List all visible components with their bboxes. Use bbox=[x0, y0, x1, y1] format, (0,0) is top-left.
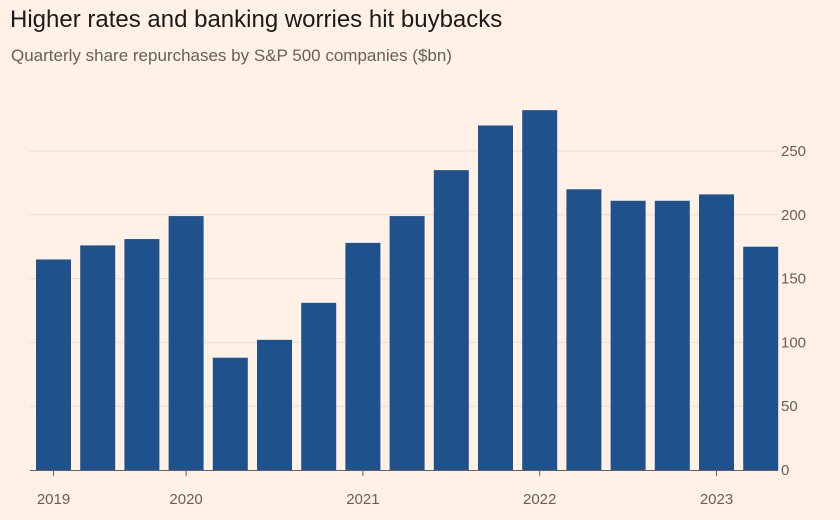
bar bbox=[654, 200, 690, 470]
x-tick-label: 2021 bbox=[346, 491, 379, 508]
y-tick-label: 200 bbox=[781, 207, 806, 224]
bar bbox=[522, 110, 558, 470]
x-tick-label: 2023 bbox=[700, 491, 733, 508]
bar bbox=[257, 339, 292, 470]
x-tick-label: 2019 bbox=[37, 491, 70, 508]
axes: 0 50 100 150 200 250 2019 2020 2021 2022 2023 bbox=[30, 143, 806, 508]
x-tick-label: 2020 bbox=[169, 491, 202, 508]
bar bbox=[478, 125, 513, 470]
chart-subtitle: Quarterly share repurchases by S&P 500 c… bbox=[11, 46, 452, 65]
bar bbox=[36, 259, 71, 470]
bar bbox=[566, 189, 602, 470]
bar bbox=[389, 216, 425, 470]
x-tick-label: 2022 bbox=[523, 491, 556, 508]
y-tick-label: 50 bbox=[781, 398, 798, 415]
bar bbox=[345, 242, 381, 470]
bar bbox=[433, 170, 469, 470]
y-tick-label: 0 bbox=[781, 462, 789, 479]
chart-title: Higher rates and banking worries hit buy… bbox=[10, 6, 503, 33]
y-tick-label: 250 bbox=[781, 143, 806, 160]
bars bbox=[36, 110, 779, 470]
bar bbox=[168, 216, 204, 470]
bar bbox=[212, 357, 248, 470]
y-tick-label: 100 bbox=[781, 334, 806, 351]
bar bbox=[699, 194, 734, 470]
bar bbox=[124, 239, 160, 470]
bar bbox=[301, 302, 337, 470]
bar bbox=[610, 200, 646, 470]
y-tick-label: 150 bbox=[781, 271, 806, 288]
bar bbox=[743, 246, 779, 470]
bar bbox=[80, 245, 116, 470]
